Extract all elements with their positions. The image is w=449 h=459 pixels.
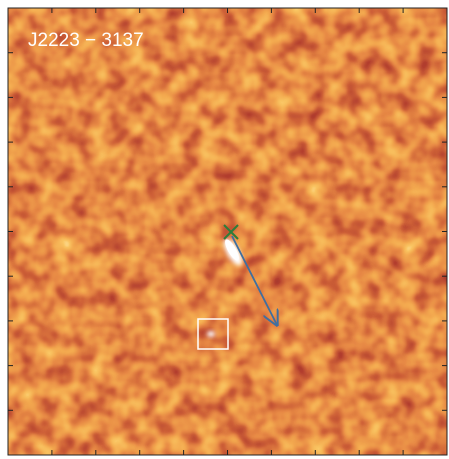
figure: J2223 − 3137 — [0, 0, 449, 459]
companion-source — [207, 331, 215, 337]
page: J2223 − 3137 (() => { const data = JSON.… — [0, 0, 449, 459]
object-label: J2223 − 3137 — [28, 30, 144, 51]
sky-image — [8, 8, 447, 455]
